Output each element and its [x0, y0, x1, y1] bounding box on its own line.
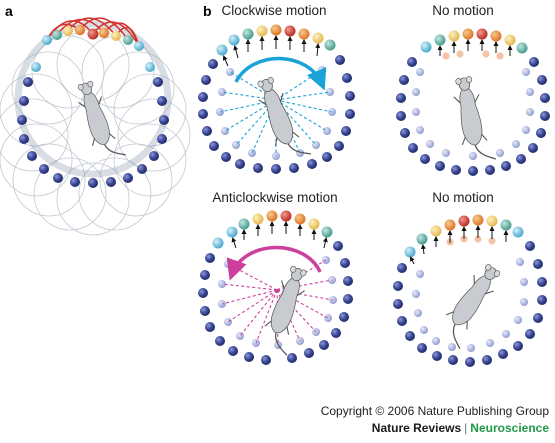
- journal-section: Neuroscience: [470, 421, 549, 435]
- figure-canvas: [0, 17, 550, 367]
- title-no-motion-top: No motion: [432, 3, 494, 18]
- place-cell: [63, 26, 73, 36]
- ring-cells: [198, 24, 355, 174]
- arrows-to-ring: [222, 35, 321, 67]
- attractor-ring: [0, 28, 191, 236]
- place-cell: [52, 30, 62, 40]
- place-cell: [87, 28, 99, 40]
- no-motion-diagram-top: [396, 28, 550, 176]
- panel-b-letter: b: [203, 3, 212, 19]
- rat-icon: [257, 263, 317, 356]
- inner-cells: [412, 235, 528, 352]
- inner-cells: [412, 50, 534, 160]
- rat-icon: [450, 73, 497, 165]
- place-cell: [31, 62, 41, 72]
- place-cell: [74, 24, 86, 36]
- place-cell: [98, 27, 110, 39]
- arrows-to-ring: [231, 221, 328, 249]
- rat-icon: [434, 260, 510, 350]
- title-anticlockwise-motion: Anticlockwise motion: [212, 190, 338, 205]
- ring-cells: [198, 210, 353, 365]
- place-cell: [123, 35, 133, 45]
- place-cell: [42, 35, 52, 45]
- copyright-notice: Copyright © 2006 Nature Publishing Group: [320, 404, 549, 418]
- place-cell: [134, 41, 144, 51]
- ring-cells: [396, 28, 550, 176]
- title-no-motion-bottom: No motion: [432, 190, 494, 205]
- inactive-cells: [17, 77, 169, 188]
- arrows-to-ring: [437, 39, 513, 56]
- panel-a-diagram: [0, 17, 191, 236]
- inner-cells: [216, 66, 336, 160]
- no-motion-diagram-bottom: [393, 214, 547, 367]
- anticlockwise-motion-diagram: [198, 210, 353, 365]
- ring-cells: [393, 214, 547, 367]
- recurrent-connections: [46, 17, 140, 47]
- clockwise-arrow-icon: [234, 56, 327, 91]
- anticlockwise-arrow-icon: [226, 245, 322, 281]
- arrows-to-ring: [410, 225, 509, 265]
- place-cell: [145, 62, 155, 72]
- journal-separator: |: [464, 421, 468, 435]
- journal-credit: Nature Reviews | Neuroscience: [372, 421, 549, 435]
- clockwise-motion-diagram: [198, 24, 355, 174]
- title-clockwise-motion: Clockwise motion: [221, 3, 327, 18]
- place-cell: [111, 31, 121, 41]
- panel-a-letter: a: [5, 3, 13, 19]
- journal-name: Nature Reviews: [371, 421, 462, 435]
